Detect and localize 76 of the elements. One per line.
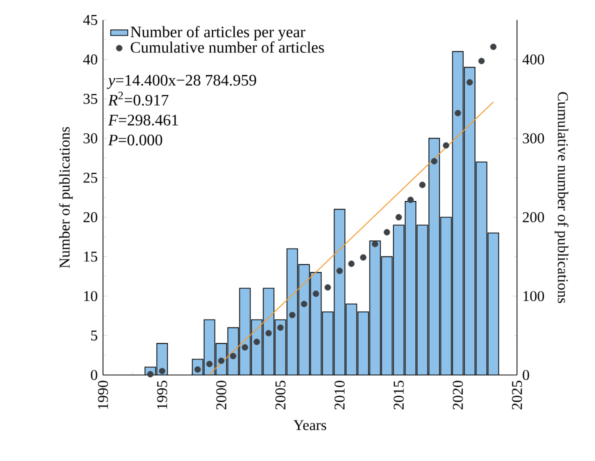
bar: [464, 67, 476, 375]
y2-tick-label: 200: [522, 212, 544, 222]
y-tick-label: 10: [84, 291, 98, 302]
y-tick-label: 40: [83, 54, 98, 64]
bar: [310, 272, 322, 375]
bar: [428, 138, 440, 375]
bar: [298, 264, 310, 375]
bar: [370, 240, 380, 375]
annotation: R$^{2}$=0.917: [108, 92, 168, 106]
point: [442, 142, 450, 149]
x-tick-label: 2000: [216, 380, 226, 410]
point: [454, 110, 462, 116]
bar: [488, 232, 500, 375]
point: [348, 260, 355, 267]
y-axis-title: Number of publications: [59, 127, 73, 268]
point: [289, 312, 296, 318]
y2-tick-label: 400: [522, 54, 544, 64]
point: [384, 229, 390, 236]
bar: [405, 201, 416, 375]
x-axis-title: Years: [294, 420, 326, 430]
annotation: P=0.000: [108, 134, 162, 146]
x-tick-label: 2010: [334, 380, 345, 410]
y-tick-label: 5: [91, 330, 98, 341]
bar: [382, 256, 392, 375]
point: [407, 196, 414, 204]
y2-tick-label: 0: [522, 370, 530, 380]
point: [242, 344, 248, 351]
point: [466, 79, 473, 86]
y-tick-label: 30: [84, 133, 98, 144]
point: [360, 254, 366, 261]
y-tick-label: 20: [84, 212, 98, 222]
point: [265, 330, 272, 336]
y-tick-label: 25: [84, 172, 98, 183]
bar: [476, 162, 487, 375]
y2-tick-label: 100: [524, 291, 544, 302]
point: [490, 44, 497, 50]
y-tick-label: 15: [84, 252, 98, 262]
legend-label: Number of articles per year: [130, 26, 306, 41]
point: [277, 324, 284, 331]
bar: [346, 304, 357, 375]
legend-label: Cumulative number of articles: [130, 41, 324, 53]
bar: [334, 209, 345, 375]
point: [218, 358, 224, 364]
point: [230, 352, 236, 360]
point: [419, 182, 426, 188]
bar: [452, 52, 464, 375]
x-tick-label: 2020: [452, 380, 463, 410]
point: [158, 368, 166, 374]
y2-axis-title: Cumulative number of publications: [554, 92, 568, 304]
bar: [417, 225, 428, 375]
point: [372, 240, 378, 248]
x-tick-label: 2015: [394, 380, 404, 410]
x-tick-label: 1995: [157, 380, 168, 409]
annotation: y=14.400x−28 784.959: [106, 74, 256, 89]
bar: [204, 320, 215, 375]
point: [300, 300, 308, 308]
x-tick-label: 2005: [275, 380, 286, 410]
bar: [275, 320, 286, 375]
y-tick-label: 35: [84, 94, 98, 104]
x-tick-label: 1990: [98, 380, 108, 409]
point: [324, 284, 331, 291]
point: [431, 158, 438, 164]
bar: [440, 217, 452, 375]
y-tick-label: 0: [90, 370, 98, 380]
y-tick-label: 45: [83, 15, 98, 25]
point: [312, 290, 320, 297]
point: [254, 338, 260, 346]
annotation: F=298.461: [108, 114, 178, 126]
y2-tick-label: 300: [522, 133, 544, 144]
bar: [240, 288, 250, 375]
point: [336, 268, 343, 274]
bar: [263, 288, 274, 375]
point: [396, 214, 402, 220]
point: [206, 360, 213, 368]
x-tick-label: 2025: [512, 380, 522, 410]
point: [478, 58, 485, 64]
